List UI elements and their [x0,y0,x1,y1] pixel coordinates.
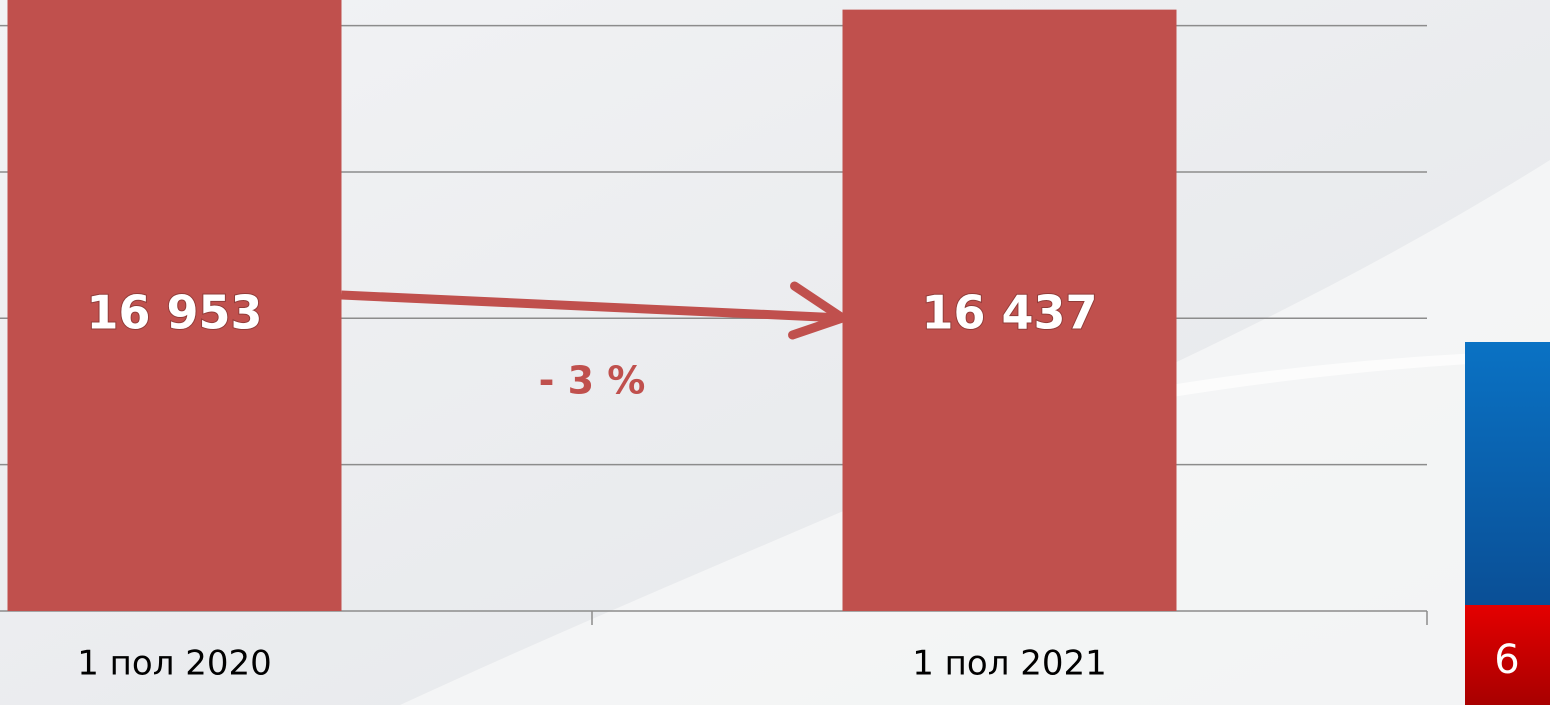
page-number: 6 [1494,637,1519,683]
value-label: 16 437 [921,286,1097,340]
flag-red [1465,605,1550,705]
arrow-shaft [341,290,843,323]
value-label: 16 953 [86,286,262,340]
arrow-head [788,281,847,340]
bar [842,9,1177,612]
x-tick-label: 1 пол 2021 [912,644,1107,684]
annotation: - 3 % [539,359,646,403]
plot: 1 пол 2020 16 953 1 пол 2021 16 437 - 3 % [0,0,1428,684]
flag-blue [1465,342,1550,605]
x-tick-label: 1 пол 2020 [77,644,272,684]
swoosh [400,160,1550,705]
bar [7,0,342,612]
